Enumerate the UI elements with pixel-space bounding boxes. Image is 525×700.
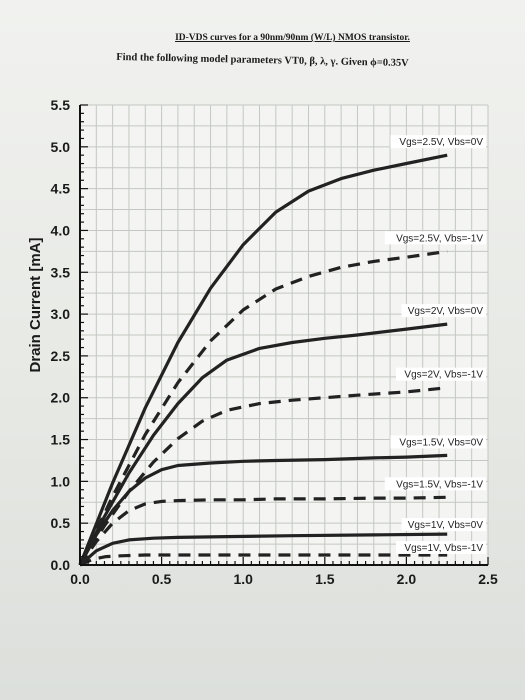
y-tick-label: 5.0	[51, 139, 71, 155]
series-label-6: Vgs=1V, Vbs=0V	[408, 520, 484, 531]
series-line-2	[78, 322, 448, 566]
series-line-0	[78, 153, 448, 566]
series-label-4: Vgs=1.5V, Vbs=0V	[399, 437, 483, 448]
series-line-5	[78, 495, 448, 566]
series-label-bg	[384, 231, 486, 245]
series-label-bg	[396, 540, 486, 554]
series-label-bg	[390, 435, 486, 449]
y-tick-label: 3.5	[51, 264, 71, 280]
series-line-7	[79, 553, 448, 567]
curves	[78, 153, 448, 567]
y-tick-label: 2.0	[51, 390, 71, 406]
series-label-0: Vgs=2.5V, Vbs=0V	[399, 137, 483, 148]
series-line-6	[78, 532, 448, 567]
y-tick-label: 1.5	[51, 432, 71, 448]
series-label-bg	[384, 477, 486, 491]
y-tick-label: 4.5	[51, 181, 71, 197]
x-tick-label: 2.0	[397, 571, 417, 587]
x-tick-label: 0.5	[152, 571, 172, 587]
y-tick-label: 0.0	[51, 557, 71, 573]
x-tick-label: 1.5	[315, 571, 335, 587]
y-tick-label: 5.5	[51, 97, 71, 113]
worksheet-title: ID-VDS curves for a 90nm/90nm (W/L) NMOS…	[175, 33, 410, 43]
series-label-3: Vgs=2V, Vbs=-1V	[404, 370, 483, 381]
series-label-bg	[396, 367, 486, 381]
series-label-2: Vgs=2V, Vbs=0V	[408, 306, 484, 317]
series-label-1: Vgs=2.5V, Vbs=-1V	[396, 233, 483, 244]
y-tick-label: 0.5	[51, 515, 71, 531]
y-tick-label: 4.0	[51, 222, 71, 238]
curve-labels: Vgs=2.5V, Vbs=0V Vgs=2.5V, Vbs=-1V Vgs=2V,…	[384, 135, 486, 554]
axes: 0.0 0.5 1.0 1.5 2.0 2.5 3.0 3.5 4.0 4.5 5.0 5.5 0.0 0…	[51, 97, 498, 587]
y-tick-label: 1.0	[51, 473, 71, 489]
series-line-4	[78, 453, 448, 566]
series-label-bg	[390, 135, 486, 149]
x-tick-label: 0.0	[70, 571, 90, 587]
y-axis-label: Drain Current [mA]	[27, 237, 44, 372]
grid	[79, 104, 489, 566]
series-label-5: Vgs=1.5V, Vbs=-1V	[396, 479, 483, 490]
series-label-bg	[401, 518, 486, 532]
y-tick-label: 2.5	[51, 348, 71, 364]
x-tick-label: 1.0	[233, 571, 253, 587]
x-tick-label: 2.5	[478, 571, 498, 587]
series-line-1	[78, 249, 448, 566]
series-label-7: Vgs=1V, Vbs=-1V	[404, 543, 483, 554]
y-tick-label: 3.0	[51, 306, 71, 322]
series-label-bg	[401, 304, 486, 318]
